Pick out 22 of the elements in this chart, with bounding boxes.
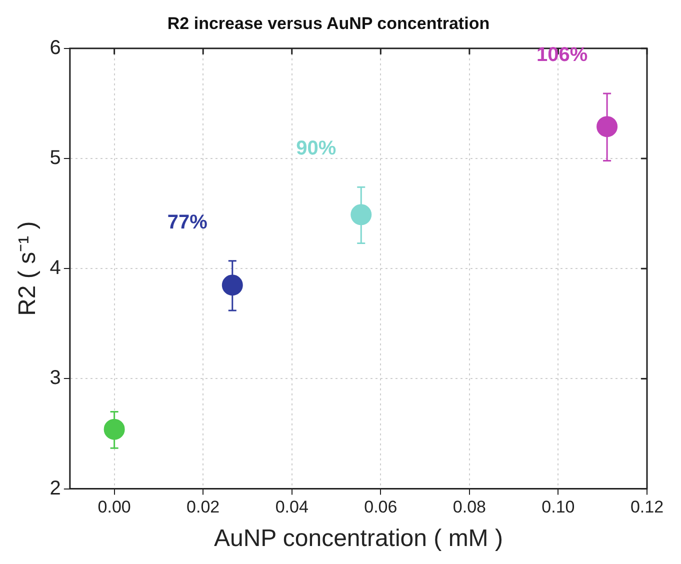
point bbox=[222, 274, 243, 296]
y-tick-label: 3 bbox=[50, 367, 61, 390]
x-tick-label: 0.10 bbox=[542, 498, 575, 517]
y-tick-label: 4 bbox=[50, 257, 61, 280]
point bbox=[350, 204, 372, 226]
x-tick-label: 0.12 bbox=[630, 498, 664, 517]
annotation: 106% bbox=[536, 44, 588, 66]
annotation: 77% bbox=[167, 211, 208, 234]
chart-title: R2 increase versus AuNP concentration bbox=[167, 14, 490, 33]
x-axis-title: AuNP concentration ( mM ) bbox=[214, 525, 503, 552]
y-tick-label: 2 bbox=[50, 477, 61, 500]
point bbox=[596, 116, 618, 138]
x-tick-label: 0.06 bbox=[364, 498, 398, 517]
annotation: 90% bbox=[296, 138, 336, 160]
x-tick-label: 0.00 bbox=[98, 498, 131, 517]
x-tick-label: 0.02 bbox=[186, 498, 220, 517]
y-tick-label: 6 bbox=[50, 36, 61, 59]
x-tick-label: 0.08 bbox=[452, 498, 486, 517]
y-axis-title: R2 ( s⁻¹ ) bbox=[14, 221, 42, 316]
y-tick-label: 5 bbox=[50, 147, 61, 170]
x-tick-label: 0.04 bbox=[275, 498, 308, 517]
point bbox=[104, 418, 125, 440]
